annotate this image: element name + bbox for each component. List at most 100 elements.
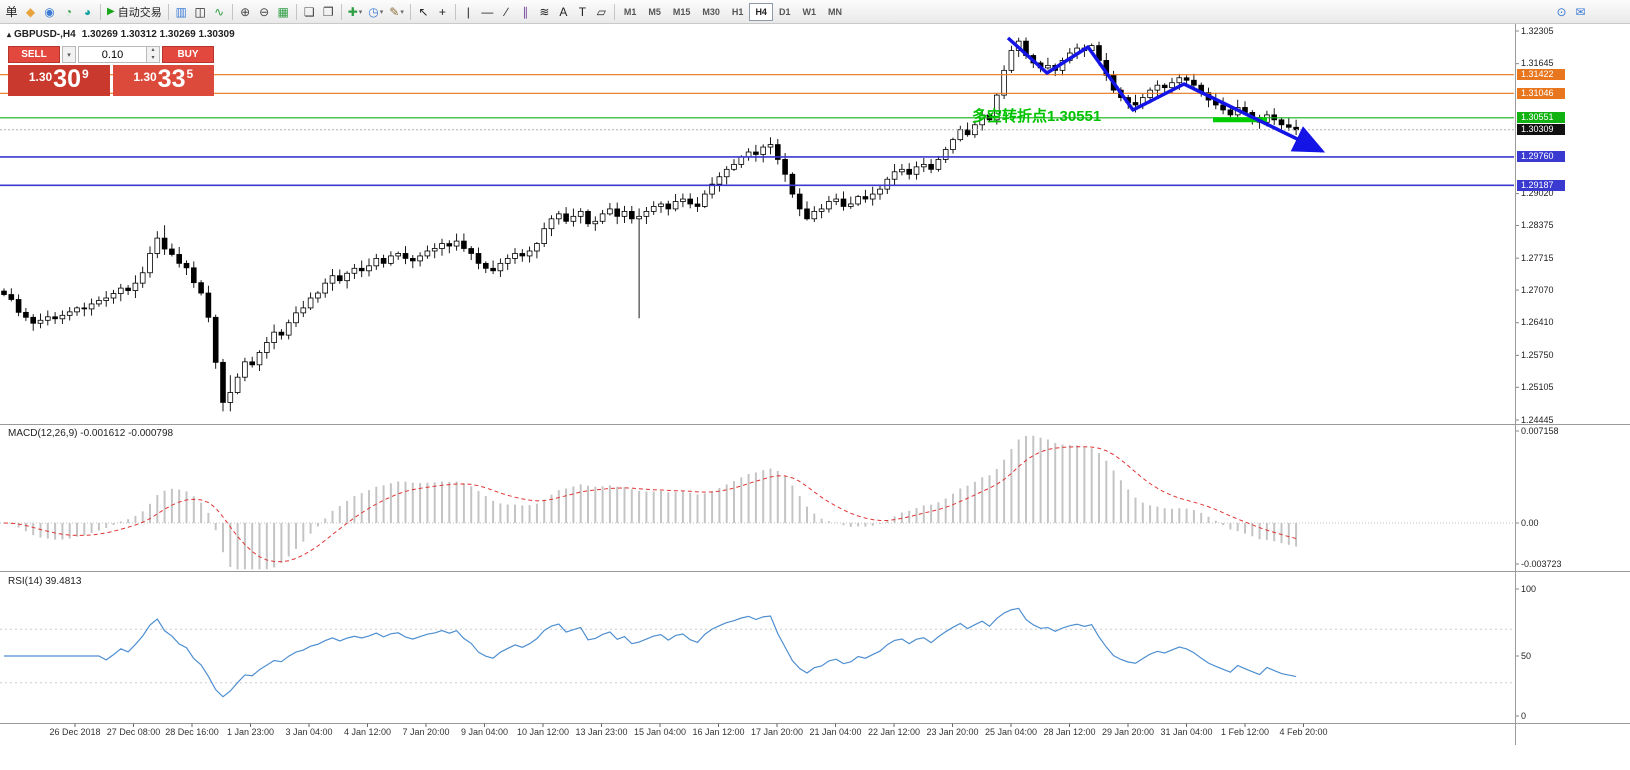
time-axis-label: 21 Jan 04:00 [809, 727, 862, 737]
timeframe-h4-button[interactable]: H4 [749, 2, 773, 21]
text-icon[interactable]: A [554, 2, 573, 22]
toolbar-separator [454, 3, 456, 20]
symbol-period-text: GBPUSD-,H4 [14, 29, 76, 40]
volume-input[interactable] [79, 47, 146, 62]
time-axis-label: 9 Jan 04:00 [460, 727, 509, 737]
price-level-badge: 1.29187 [1517, 179, 1565, 191]
timeframe-m30-button[interactable]: M30 [696, 3, 726, 21]
market-watch-icon[interactable]: ◆ [21, 2, 40, 22]
buy-price-point: 5 [186, 67, 194, 81]
crosshair-icon[interactable]: + [433, 2, 452, 22]
volume-down-button[interactable]: ▾ [147, 54, 159, 62]
sell-price-point: 9 [81, 67, 89, 81]
zoom-out-icon[interactable]: ⊖ [255, 2, 274, 22]
chat-icon[interactable]: ✉ [1571, 2, 1590, 22]
current-price-badge: 1.30309 [1517, 124, 1565, 136]
time-axis-label: 27 Dec 08:00 [106, 727, 161, 737]
add-indicator-icon: ✚ [347, 4, 358, 19]
time-axis-label: 25 Jan 04:00 [984, 727, 1038, 737]
navigator-icon[interactable]: ◔ [59, 2, 78, 22]
time-axis-label: 28 Jan 12:00 [1043, 727, 1096, 737]
shapes-icon[interactable]: ▱ [592, 2, 611, 22]
timeframe-mn-button[interactable]: MN [822, 3, 848, 21]
cursor-icon[interactable]: ↖ [414, 2, 433, 22]
grid-icon[interactable]: ▦ [274, 2, 293, 22]
trade-options-dropdown[interactable]: ▾ [62, 46, 76, 63]
macd-values: -0.001612 -0.000798 [80, 428, 174, 439]
time-axis-label: 1 Feb 12:00 [1220, 727, 1270, 737]
toolbar-right-icons: ⊙ ✉ [1552, 2, 1590, 22]
trendline-icon[interactable]: ∕ [497, 2, 516, 22]
chart-window-icon: ▴ [7, 30, 12, 39]
caret-up-icon: ▴ [151, 47, 155, 54]
label-icon[interactable]: T [573, 2, 592, 22]
volume-box: ▴ ▾ [78, 46, 160, 63]
price-axis-label: 1.24445 [1521, 414, 1554, 425]
timeframe-h1-button[interactable]: H1 [726, 3, 750, 21]
price-axis-label: 1.29020 [1521, 188, 1554, 199]
buy-price[interactable]: 1.30 33 5 [112, 65, 214, 96]
sell-price-pips: 30 [53, 65, 81, 93]
toolbar-separator [295, 3, 297, 20]
navigator-icon: ◔ [64, 4, 73, 19]
caret-down-icon: ▾ [67, 51, 71, 59]
channel-icon: ∥ [522, 4, 529, 19]
templates-icon[interactable]: ✎ ▾ [386, 2, 407, 22]
search-icon: ⊙ [1556, 4, 1567, 19]
timeframe-m1-button[interactable]: M1 [618, 3, 643, 21]
data-window-icon[interactable]: ◉ [40, 2, 59, 22]
buy-button[interactable]: BUY [162, 46, 214, 63]
time-axis-label: 1 Jan 23:00 [226, 727, 275, 737]
horizontal-line-icon: — [481, 4, 494, 19]
rsi-line [4, 607, 1297, 698]
macd-signal-line [3, 446, 1297, 563]
line-chart-icon[interactable]: ∿ [210, 2, 229, 22]
sell-button[interactable]: SELL [8, 46, 60, 63]
trendline-annotation[interactable] [1006, 36, 1326, 153]
fibonacci-icon[interactable]: ≋ [535, 2, 554, 22]
periods-icon[interactable]: ◷ ▾ [365, 2, 386, 22]
terminal-icon[interactable]: ◕ [78, 2, 97, 22]
new-order-icon[interactable]: 单 [2, 2, 21, 22]
timeframe-d1-button[interactable]: D1 [773, 3, 797, 21]
price-axis-label: 1.32305 [1521, 25, 1554, 36]
sell-price[interactable]: 1.30 30 9 [8, 65, 110, 96]
tile-windows-icon[interactable]: ❏ [300, 2, 319, 22]
turning-point-annotation[interactable]: 多空转折点1.30551 [972, 108, 1102, 125]
rsi-axis-label: 0 [1521, 710, 1527, 721]
bar-chart-icon[interactable]: ▥ [172, 2, 191, 22]
price-axis-label: 1.28375 [1521, 220, 1554, 230]
timeframe-m15-button[interactable]: M15 [667, 3, 697, 21]
tile-windows-icon: ❏ [303, 4, 315, 19]
search-icon[interactable]: ⊙ [1552, 2, 1571, 22]
text-icon: A [559, 4, 568, 19]
volume-up-button[interactable]: ▴ [147, 47, 159, 55]
time-axis-label: 17 Jan 20:00 [750, 727, 804, 737]
time-axis-label: 26 Dec 2018 [49, 727, 101, 737]
vertical-line-icon[interactable]: | [459, 2, 478, 22]
time-axis-label: 28 Dec 16:00 [165, 727, 219, 737]
price-axis-label: 1.25105 [1521, 381, 1554, 392]
price-axis-label: 1.25750 [1521, 349, 1554, 360]
zoom-in-icon[interactable]: ⊕ [236, 2, 255, 22]
cursor-icon: ↖ [418, 4, 429, 19]
buy-price-pips: 33 [157, 65, 186, 93]
cascade-windows-icon[interactable]: ❐ [319, 2, 338, 22]
time-axis-label: 29 Jan 20:00 [1101, 727, 1155, 737]
time-axis-label: 23 Jan 20:00 [926, 727, 979, 737]
caret-down-icon: ▾ [379, 8, 384, 16]
time-axis-label: 3 Jan 04:00 [285, 727, 333, 737]
time-axis-label: 4 Jan 12:00 [343, 727, 392, 737]
channel-icon[interactable]: ∥ [516, 2, 535, 22]
timeframe-m5-button[interactable]: M5 [642, 3, 667, 21]
autotrading-button[interactable]: ▶ 自动交易 [104, 2, 165, 22]
macd-axis-label: -0.003723 [1521, 558, 1562, 569]
add-indicator-icon[interactable]: ✚ ▾ [345, 2, 366, 22]
timeframe-w1-button[interactable]: W1 [796, 3, 822, 21]
horizontal-line-icon[interactable]: — [478, 2, 497, 22]
time-axis-label: 15 Jan 04:00 [633, 727, 687, 737]
candlestick-chart-icon[interactable]: ◫ [191, 2, 210, 22]
templates-icon: ✎ [389, 4, 400, 19]
crosshair-icon: + [438, 4, 446, 19]
time-axis-label: 7 Jan 20:00 [402, 727, 450, 737]
